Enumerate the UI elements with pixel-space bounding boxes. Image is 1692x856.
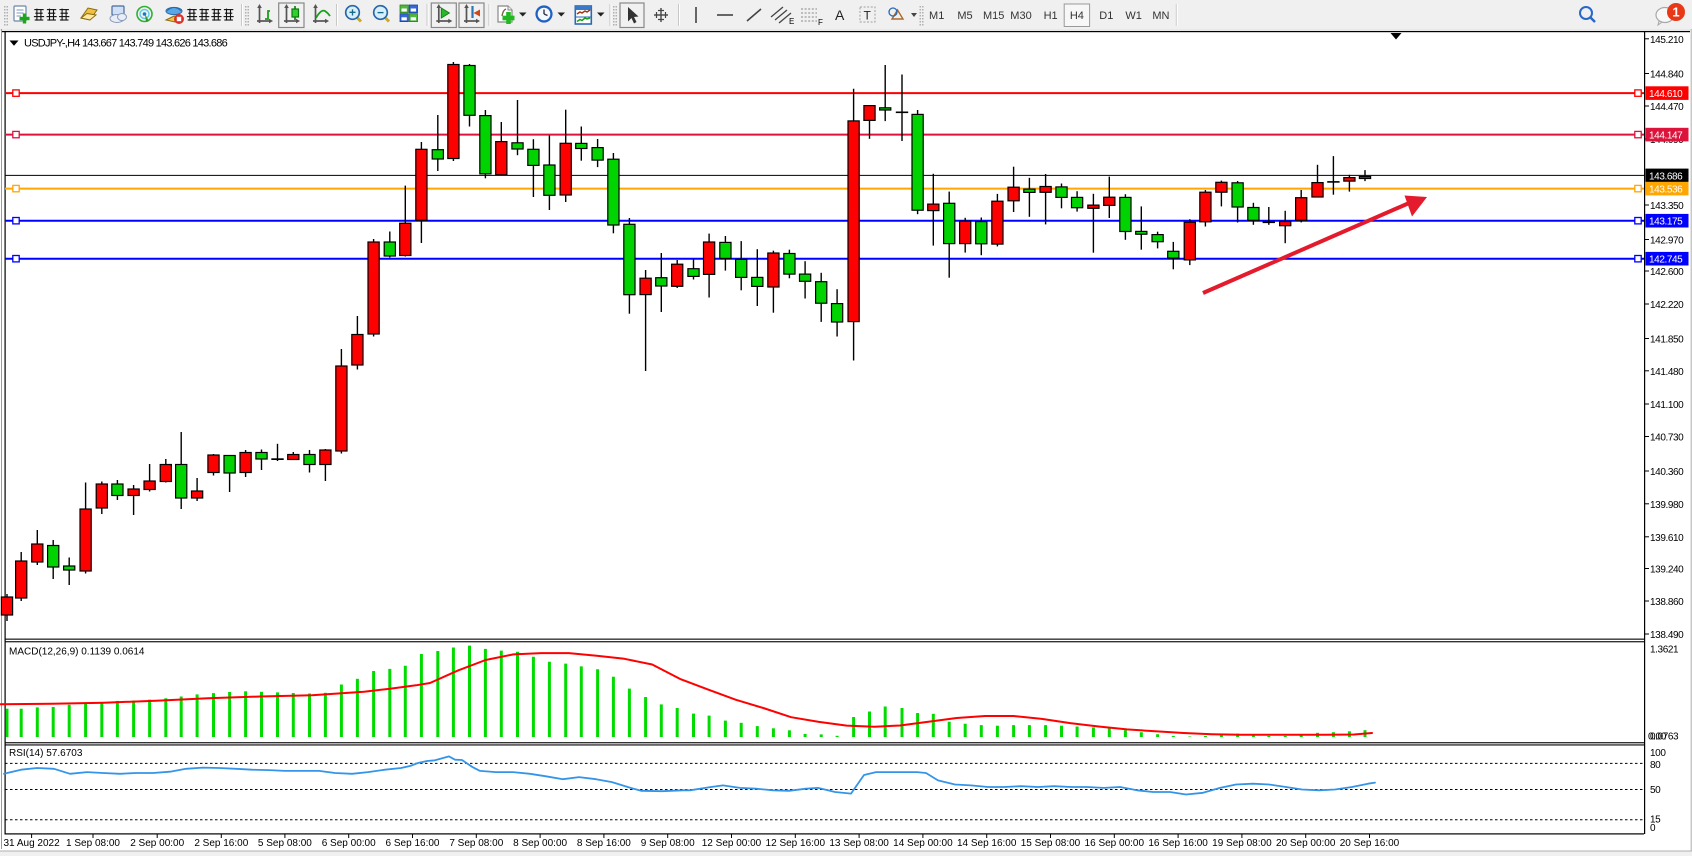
svg-text:142.970: 142.970 bbox=[1650, 236, 1684, 247]
svg-text:141.850: 141.850 bbox=[1650, 335, 1684, 346]
svg-text:144.470: 144.470 bbox=[1650, 102, 1684, 113]
svg-text:19 Sep 08:00: 19 Sep 08:00 bbox=[1212, 838, 1272, 849]
svg-text:20 Sep 00:00: 20 Sep 00:00 bbox=[1276, 838, 1336, 849]
svg-text:143.350: 143.350 bbox=[1650, 201, 1684, 212]
svg-text:16 Sep 16:00: 16 Sep 16:00 bbox=[1148, 838, 1208, 849]
svg-text:143.686: 143.686 bbox=[1649, 171, 1683, 182]
svg-text:7 Sep 08:00: 7 Sep 08:00 bbox=[449, 838, 503, 849]
svg-text:D1: D1 bbox=[1099, 10, 1113, 22]
svg-text:144.610: 144.610 bbox=[1649, 89, 1683, 100]
svg-text:MN: MN bbox=[1152, 10, 1169, 22]
svg-text:A: A bbox=[835, 7, 845, 23]
svg-text:13 Sep 08:00: 13 Sep 08:00 bbox=[829, 838, 889, 849]
svg-text:138.490: 138.490 bbox=[1650, 630, 1684, 641]
svg-text:80: 80 bbox=[1650, 760, 1661, 771]
svg-text:1.3621: 1.3621 bbox=[1650, 645, 1679, 656]
svg-text:144.147: 144.147 bbox=[1649, 131, 1683, 142]
svg-text:USDJPY-,H4 143.667 143.749 14: USDJPY-,H4 143.667 143.749 143.626 143.6… bbox=[24, 38, 228, 50]
svg-text:15: 15 bbox=[1650, 815, 1661, 826]
svg-text:144.840: 144.840 bbox=[1650, 70, 1684, 81]
svg-text:140.360: 140.360 bbox=[1650, 467, 1684, 478]
svg-text:5 Sep 08:00: 5 Sep 08:00 bbox=[258, 838, 312, 849]
svg-text:0: 0 bbox=[1650, 823, 1656, 834]
svg-text:M15: M15 bbox=[983, 10, 1004, 22]
svg-text:H4: H4 bbox=[1070, 10, 1084, 22]
svg-text:M5: M5 bbox=[957, 10, 972, 22]
svg-text:E: E bbox=[789, 17, 794, 26]
svg-text:100: 100 bbox=[1650, 748, 1666, 759]
svg-text:50: 50 bbox=[1650, 785, 1661, 796]
svg-text:H1: H1 bbox=[1044, 10, 1058, 22]
svg-text:12 Sep 16:00: 12 Sep 16:00 bbox=[766, 838, 826, 849]
svg-text:14 Sep 00:00: 14 Sep 00:00 bbox=[893, 838, 953, 849]
svg-text:+: + bbox=[349, 6, 356, 20]
svg-text:T: T bbox=[864, 9, 872, 23]
svg-text:6 Sep 00:00: 6 Sep 00:00 bbox=[322, 838, 376, 849]
svg-text:142.220: 142.220 bbox=[1650, 300, 1684, 311]
svg-text:31 Aug 2022: 31 Aug 2022 bbox=[4, 838, 61, 849]
svg-text:142.600: 142.600 bbox=[1650, 267, 1684, 278]
svg-text:20 Sep 16:00: 20 Sep 16:00 bbox=[1340, 838, 1400, 849]
svg-text:143.536: 143.536 bbox=[1649, 185, 1683, 196]
svg-text:143.175: 143.175 bbox=[1649, 217, 1683, 228]
svg-text:0.0763: 0.0763 bbox=[1650, 732, 1679, 743]
svg-text:M1: M1 bbox=[929, 10, 944, 22]
svg-text:2 Sep 00:00: 2 Sep 00:00 bbox=[130, 838, 184, 849]
svg-text:MACD(12,26,9) 0.1139 0.0614: MACD(12,26,9) 0.1139 0.0614 bbox=[9, 647, 145, 658]
svg-text:W1: W1 bbox=[1125, 10, 1142, 22]
svg-text:140.730: 140.730 bbox=[1650, 433, 1684, 444]
svg-text:139.980: 139.980 bbox=[1650, 500, 1684, 511]
svg-text:145.210: 145.210 bbox=[1650, 35, 1684, 46]
svg-text:138.860: 138.860 bbox=[1650, 597, 1684, 608]
svg-text:8 Sep 00:00: 8 Sep 00:00 bbox=[513, 838, 567, 849]
svg-text:15 Sep 08:00: 15 Sep 08:00 bbox=[1021, 838, 1081, 849]
svg-text:12 Sep 00:00: 12 Sep 00:00 bbox=[702, 838, 762, 849]
svg-text:14 Sep 16:00: 14 Sep 16:00 bbox=[957, 838, 1017, 849]
svg-text:142.745: 142.745 bbox=[1649, 255, 1683, 266]
svg-text:RSI(14) 57.6703: RSI(14) 57.6703 bbox=[9, 748, 83, 759]
svg-text:1: 1 bbox=[1672, 5, 1679, 20]
svg-text:1 Sep 08:00: 1 Sep 08:00 bbox=[66, 838, 120, 849]
svg-text:8 Sep 16:00: 8 Sep 16:00 bbox=[577, 838, 631, 849]
svg-text:16 Sep 00:00: 16 Sep 00:00 bbox=[1085, 838, 1145, 849]
svg-text:9 Sep 08:00: 9 Sep 08:00 bbox=[641, 838, 695, 849]
svg-text:2 Sep 16:00: 2 Sep 16:00 bbox=[194, 838, 248, 849]
svg-text:0.00: 0.00 bbox=[1648, 732, 1667, 743]
svg-text:141.480: 141.480 bbox=[1650, 367, 1684, 378]
svg-text:−: − bbox=[377, 6, 384, 20]
svg-text:139.240: 139.240 bbox=[1650, 565, 1684, 576]
svg-text:F: F bbox=[818, 18, 823, 27]
svg-text:141.100: 141.100 bbox=[1650, 400, 1684, 411]
svg-text:M30: M30 bbox=[1010, 10, 1031, 22]
svg-text:6 Sep 16:00: 6 Sep 16:00 bbox=[386, 838, 440, 849]
svg-text:139.610: 139.610 bbox=[1650, 533, 1684, 544]
